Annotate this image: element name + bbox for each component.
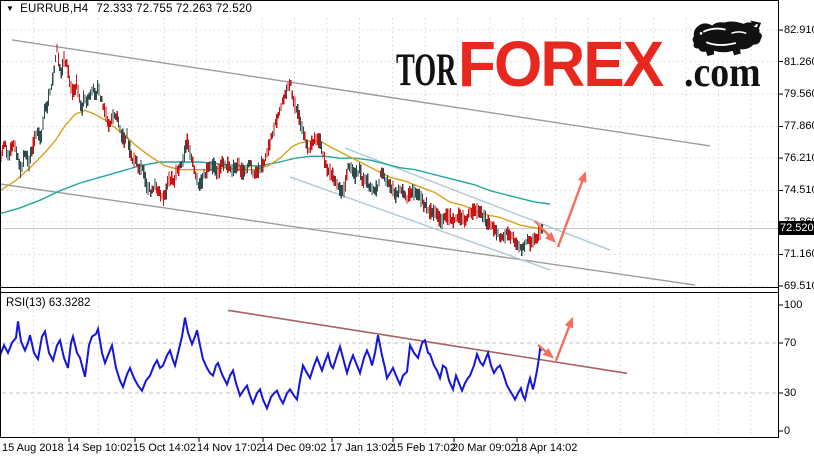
rsi-rally-arrow-head (564, 316, 574, 329)
price-axis-label: 82.910 (784, 24, 814, 36)
date-label: 15 Oct 14:02 (133, 442, 196, 454)
rsi-resistance (227, 309, 628, 375)
date-label: 14 Sep 10:02 (67, 442, 133, 454)
pullback-arrow-head (545, 232, 556, 244)
chart-title: ▼ EURRUB,H4 72.333 72.755 72.263 72.520 (6, 3, 252, 15)
bull-icon (692, 20, 762, 56)
current-price-tag: 72.520 (779, 221, 814, 235)
date-label: 17 Jan 13:02 (330, 442, 394, 454)
rsi-pullback-arrow-head (542, 348, 554, 359)
rsi-indicator-label: RSI(13) 63.3282 (6, 297, 91, 309)
channel-upper-gray (11, 39, 711, 147)
date-label: 20 Mar 09:02 (452, 442, 517, 454)
price-axis-label: 69.510 (784, 280, 814, 292)
rsi-axis-label: 0 (784, 425, 791, 437)
rally-arrow-head (578, 170, 587, 183)
date-label: 15 Feb 17:02 (391, 442, 456, 454)
ohlc-values: 72.333 72.755 72.263 72.520 (96, 3, 253, 15)
rsi-axis-label: 70 (784, 336, 797, 349)
watermark-tor: TOR (396, 44, 457, 96)
rsi-axis-label: 30 (784, 387, 797, 400)
channel-lower-gray (0, 183, 696, 286)
date-label: 14 Nov 17:02 (197, 442, 263, 454)
candles (0, 44, 543, 257)
rsi-line (0, 317, 542, 411)
watermark-dotcom: .com (684, 50, 761, 96)
price-axis-label: 76.210 (784, 152, 814, 164)
ma-orange-line (0, 109, 543, 230)
wedge-lower-blue (289, 176, 551, 271)
price-axis-label: 74.510 (784, 184, 814, 197)
symbol-timeframe: EURRUB,H4 (20, 3, 89, 15)
rsi-axis-label: 100 (784, 299, 803, 311)
panel-borders (0, 0, 783, 442)
price-axis-label: 77.860 (784, 120, 814, 133)
date-label: 15 Aug 2018 (2, 442, 64, 454)
rally-arrow (556, 177, 585, 248)
date-label: 14 Dec 09:02 (261, 442, 327, 454)
date-label: 18 Apr 14:02 (515, 442, 578, 454)
price-axis-label: 81.260 (784, 55, 814, 68)
watermark-forex: FOREX (458, 28, 664, 100)
collapse-triangle-icon: ▼ (6, 4, 15, 13)
rsi-rally-arrow (554, 322, 572, 362)
watermark: TOR FOREX .com (396, 20, 768, 100)
ma-teal-line (0, 155, 551, 215)
price-axis-label: 71.160 (784, 248, 814, 261)
price-axis-label: 79.560 (784, 88, 814, 100)
gridlines (2, 18, 778, 437)
